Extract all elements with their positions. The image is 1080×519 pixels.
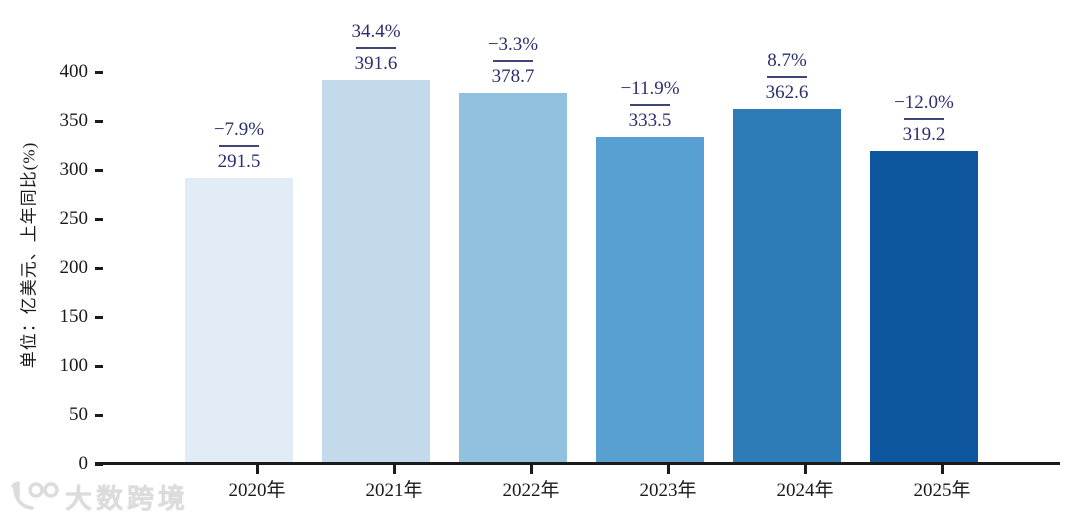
x-tick-mark-2023年 <box>666 465 670 474</box>
bar-2020年 <box>185 178 293 464</box>
value-label-2022年: 378.7 <box>491 65 535 87</box>
watermark-logo: 大数跨境 <box>8 477 189 516</box>
watermark-text: 大数跨境 <box>65 484 189 514</box>
annotation-separator <box>904 118 944 121</box>
x-tick-mark-2024年 <box>803 465 807 474</box>
pct-change-label-2021年: 34.4% <box>351 21 401 43</box>
annotation-separator <box>493 59 533 62</box>
value-label-2020年: 291.5 <box>217 151 261 173</box>
bar-2025年 <box>870 151 978 464</box>
y-tick-label-150: 150 <box>59 306 89 327</box>
value-label-2023年: 333.5 <box>628 110 672 132</box>
y-tick-mark-350 <box>95 119 103 123</box>
pct-change-label-2024年: 8.7% <box>767 49 807 71</box>
annotation-2020年: −7.9% 291.5 <box>174 119 304 173</box>
x-tick-mark-2025年 <box>940 465 944 474</box>
pct-change-label-2025年: −12.0% <box>894 92 954 114</box>
annotation-2024年: 8.7% 362.6 <box>722 50 852 104</box>
annotation-separator <box>356 47 396 50</box>
y-tick-label-250: 250 <box>59 208 89 229</box>
annotation-2025年: −12.0% 319.2 <box>859 92 989 146</box>
annotation-2023年: −11.9% 333.5 <box>585 78 715 132</box>
x-tick-label-2025年: 2025年 <box>913 480 971 501</box>
bar-2022年 <box>459 92 567 464</box>
y-tick-mark-250 <box>95 217 103 221</box>
y-tick-mark-400 <box>95 70 103 74</box>
y-tick-mark-300 <box>95 168 103 172</box>
annotation-separator <box>630 104 670 107</box>
x-tick-mark-2021年 <box>392 465 396 474</box>
y-tick-label-350: 350 <box>59 110 89 131</box>
value-label-2025年: 319.2 <box>902 124 946 146</box>
y-tick-label-400: 400 <box>59 61 89 82</box>
bar-2021年 <box>322 80 430 464</box>
y-tick-label-50: 50 <box>69 404 88 425</box>
pct-change-label-2020年: −7.9% <box>213 119 265 141</box>
y-tick-label-0: 0 <box>78 453 89 474</box>
bar-2023年 <box>596 137 704 464</box>
annotation-separator <box>767 75 807 78</box>
watermark-100-icon <box>11 480 59 510</box>
y-tick-mark-100 <box>95 364 103 368</box>
x-tick-label-2023年: 2023年 <box>639 480 697 501</box>
x-axis-line <box>95 462 1060 465</box>
annotation-2022年: −3.3% 378.7 <box>448 34 578 88</box>
pct-change-label-2023年: −11.9% <box>620 78 680 100</box>
annotation-2021年: 34.4% 391.6 <box>311 21 441 75</box>
x-tick-label-2024年: 2024年 <box>776 480 834 501</box>
y-tick-label-100: 100 <box>59 355 89 376</box>
y-tick-mark-50 <box>95 413 103 417</box>
x-tick-mark-2020年 <box>255 465 259 474</box>
y-tick-mark-150 <box>95 315 103 319</box>
y-tick-mark-200 <box>95 266 103 270</box>
x-tick-mark-2022年 <box>529 465 533 474</box>
x-tick-label-2021年: 2021年 <box>365 480 423 501</box>
value-label-2021年: 391.6 <box>354 53 398 75</box>
x-tick-label-2020年: 2020年 <box>228 480 286 501</box>
y-tick-label-300: 300 <box>59 159 89 180</box>
y-tick-label-200: 200 <box>59 257 89 278</box>
x-tick-label-2022年: 2022年 <box>502 480 560 501</box>
bar-2024年 <box>733 108 841 464</box>
annotation-separator <box>219 145 259 148</box>
value-label-2024年: 362.6 <box>765 81 809 103</box>
pct-change-label-2022年: −3.3% <box>487 33 539 55</box>
